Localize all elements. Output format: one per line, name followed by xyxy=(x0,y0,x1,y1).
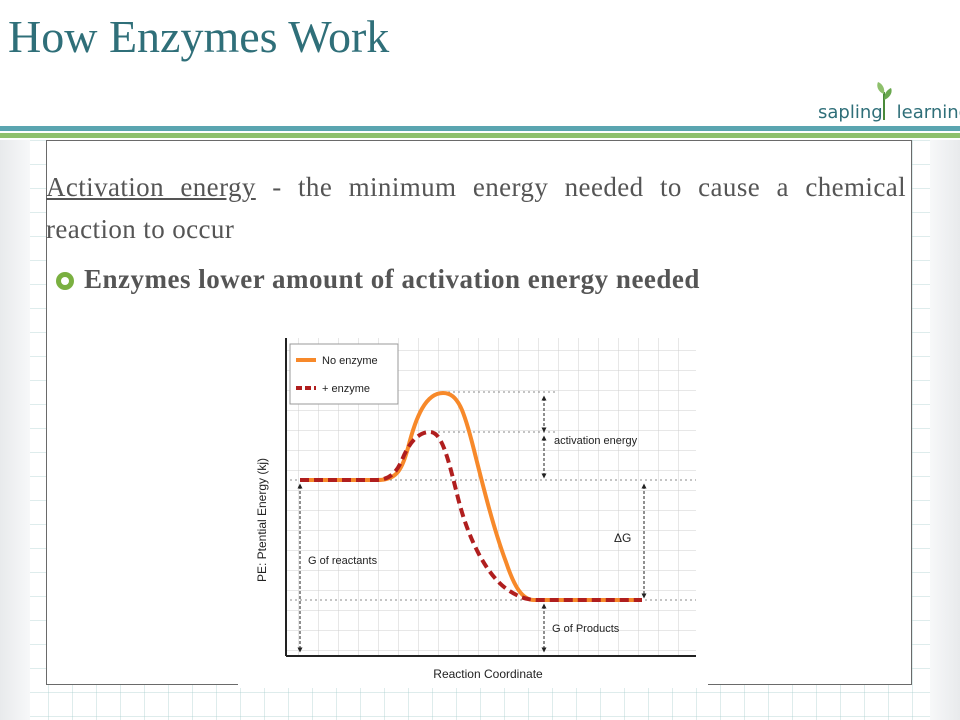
logo-text-sapling: sapling xyxy=(818,102,883,123)
energy-diagram: No enzyme + enzyme activation energy ΔG … xyxy=(238,330,708,688)
definition-body: - the minimum energy needed to cause a c… xyxy=(46,172,906,244)
right-side-panel xyxy=(930,140,960,720)
sprout-icon xyxy=(877,82,892,120)
delta-g-label: ΔG xyxy=(614,531,631,545)
definition-term: Activation energy xyxy=(46,172,256,202)
g-reactants-label: G of reactants xyxy=(308,555,378,567)
bullet-point: Enzymes lower amount of activation energ… xyxy=(56,264,916,295)
header-rule-green xyxy=(0,133,960,138)
bullet-text: Enzymes lower amount of activation energ… xyxy=(84,264,700,294)
activation-energy-label: activation energy xyxy=(554,435,638,447)
left-side-panel xyxy=(0,140,30,720)
header-rule-teal xyxy=(0,126,960,131)
g-products-label: G of Products xyxy=(552,623,620,635)
legend-box xyxy=(289,343,399,405)
legend-label-with-enzyme: + enzyme xyxy=(322,383,370,395)
slide-title: How Enzymes Work xyxy=(8,11,390,62)
legend-label-no-enzyme: No enzyme xyxy=(322,355,378,367)
sapling-learning-logo: sapling learning xyxy=(818,80,960,124)
x-axis-label: Reaction Coordinate xyxy=(433,667,543,681)
energy-diagram-svg: No enzyme + enzyme activation energy ΔG … xyxy=(238,330,708,688)
curve-with-enzyme xyxy=(300,429,642,602)
y-axis-label: PE: Ptential Energy (kj) xyxy=(255,458,269,582)
definition-text: Activation energy - the minimum energy n… xyxy=(46,166,906,250)
logo-text-learning: learning xyxy=(896,102,960,123)
bullet-circle-icon xyxy=(56,272,74,290)
